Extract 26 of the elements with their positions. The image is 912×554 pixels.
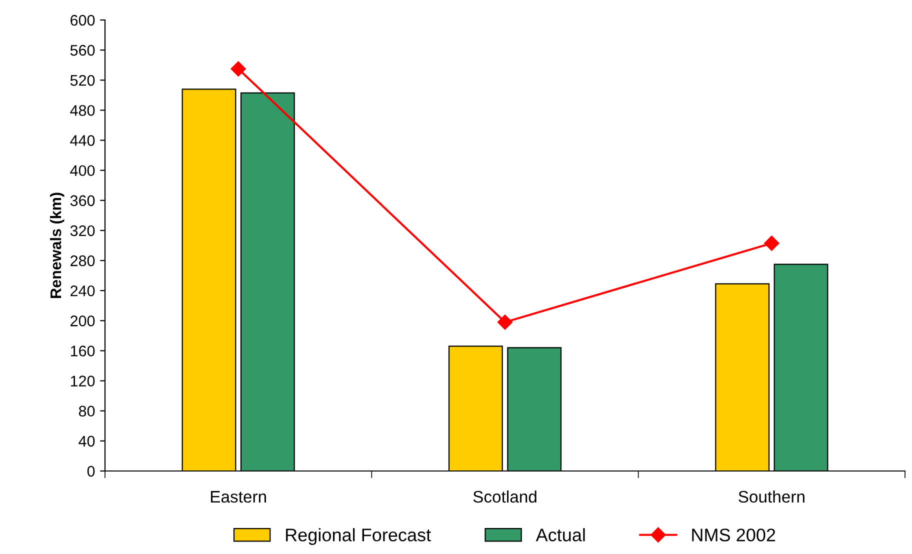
x-tick-label: Scotland [473, 490, 536, 503]
y-tick-label: 200 [70, 316, 95, 326]
legend-label: NMS 2002 [692, 528, 776, 542]
legend-label: Regional Forecast [286, 528, 431, 545]
legend-label: Actual [536, 528, 585, 542]
y-tick-label: 440 [70, 135, 95, 146]
y-axis-title: Renewals (km) [50, 192, 64, 298]
point [764, 236, 780, 251]
y-tick-label: 160 [70, 346, 95, 356]
y-tick-label: 240 [70, 285, 95, 296]
y-tick-label: 0 [87, 466, 95, 477]
y-tick-label: 280 [70, 255, 95, 266]
x-tick-label: Eastern [210, 491, 266, 503]
y-tick-label: 480 [70, 105, 95, 116]
point [230, 61, 246, 76]
point [497, 314, 513, 330]
x-tick-label: Southern [738, 490, 804, 503]
y-tick-label: 400 [70, 165, 95, 176]
y-tick-label: 80 [78, 406, 95, 417]
y-tick-label: 120 [70, 376, 95, 386]
y-tick-label: 360 [70, 195, 95, 206]
y-tick-label: 320 [70, 225, 95, 236]
y-tick-label: 520 [70, 75, 95, 86]
y-tick-label: 560 [70, 44, 95, 56]
y-tick-label: 40 [78, 436, 95, 447]
y-tick-label: 600 [70, 14, 95, 26]
